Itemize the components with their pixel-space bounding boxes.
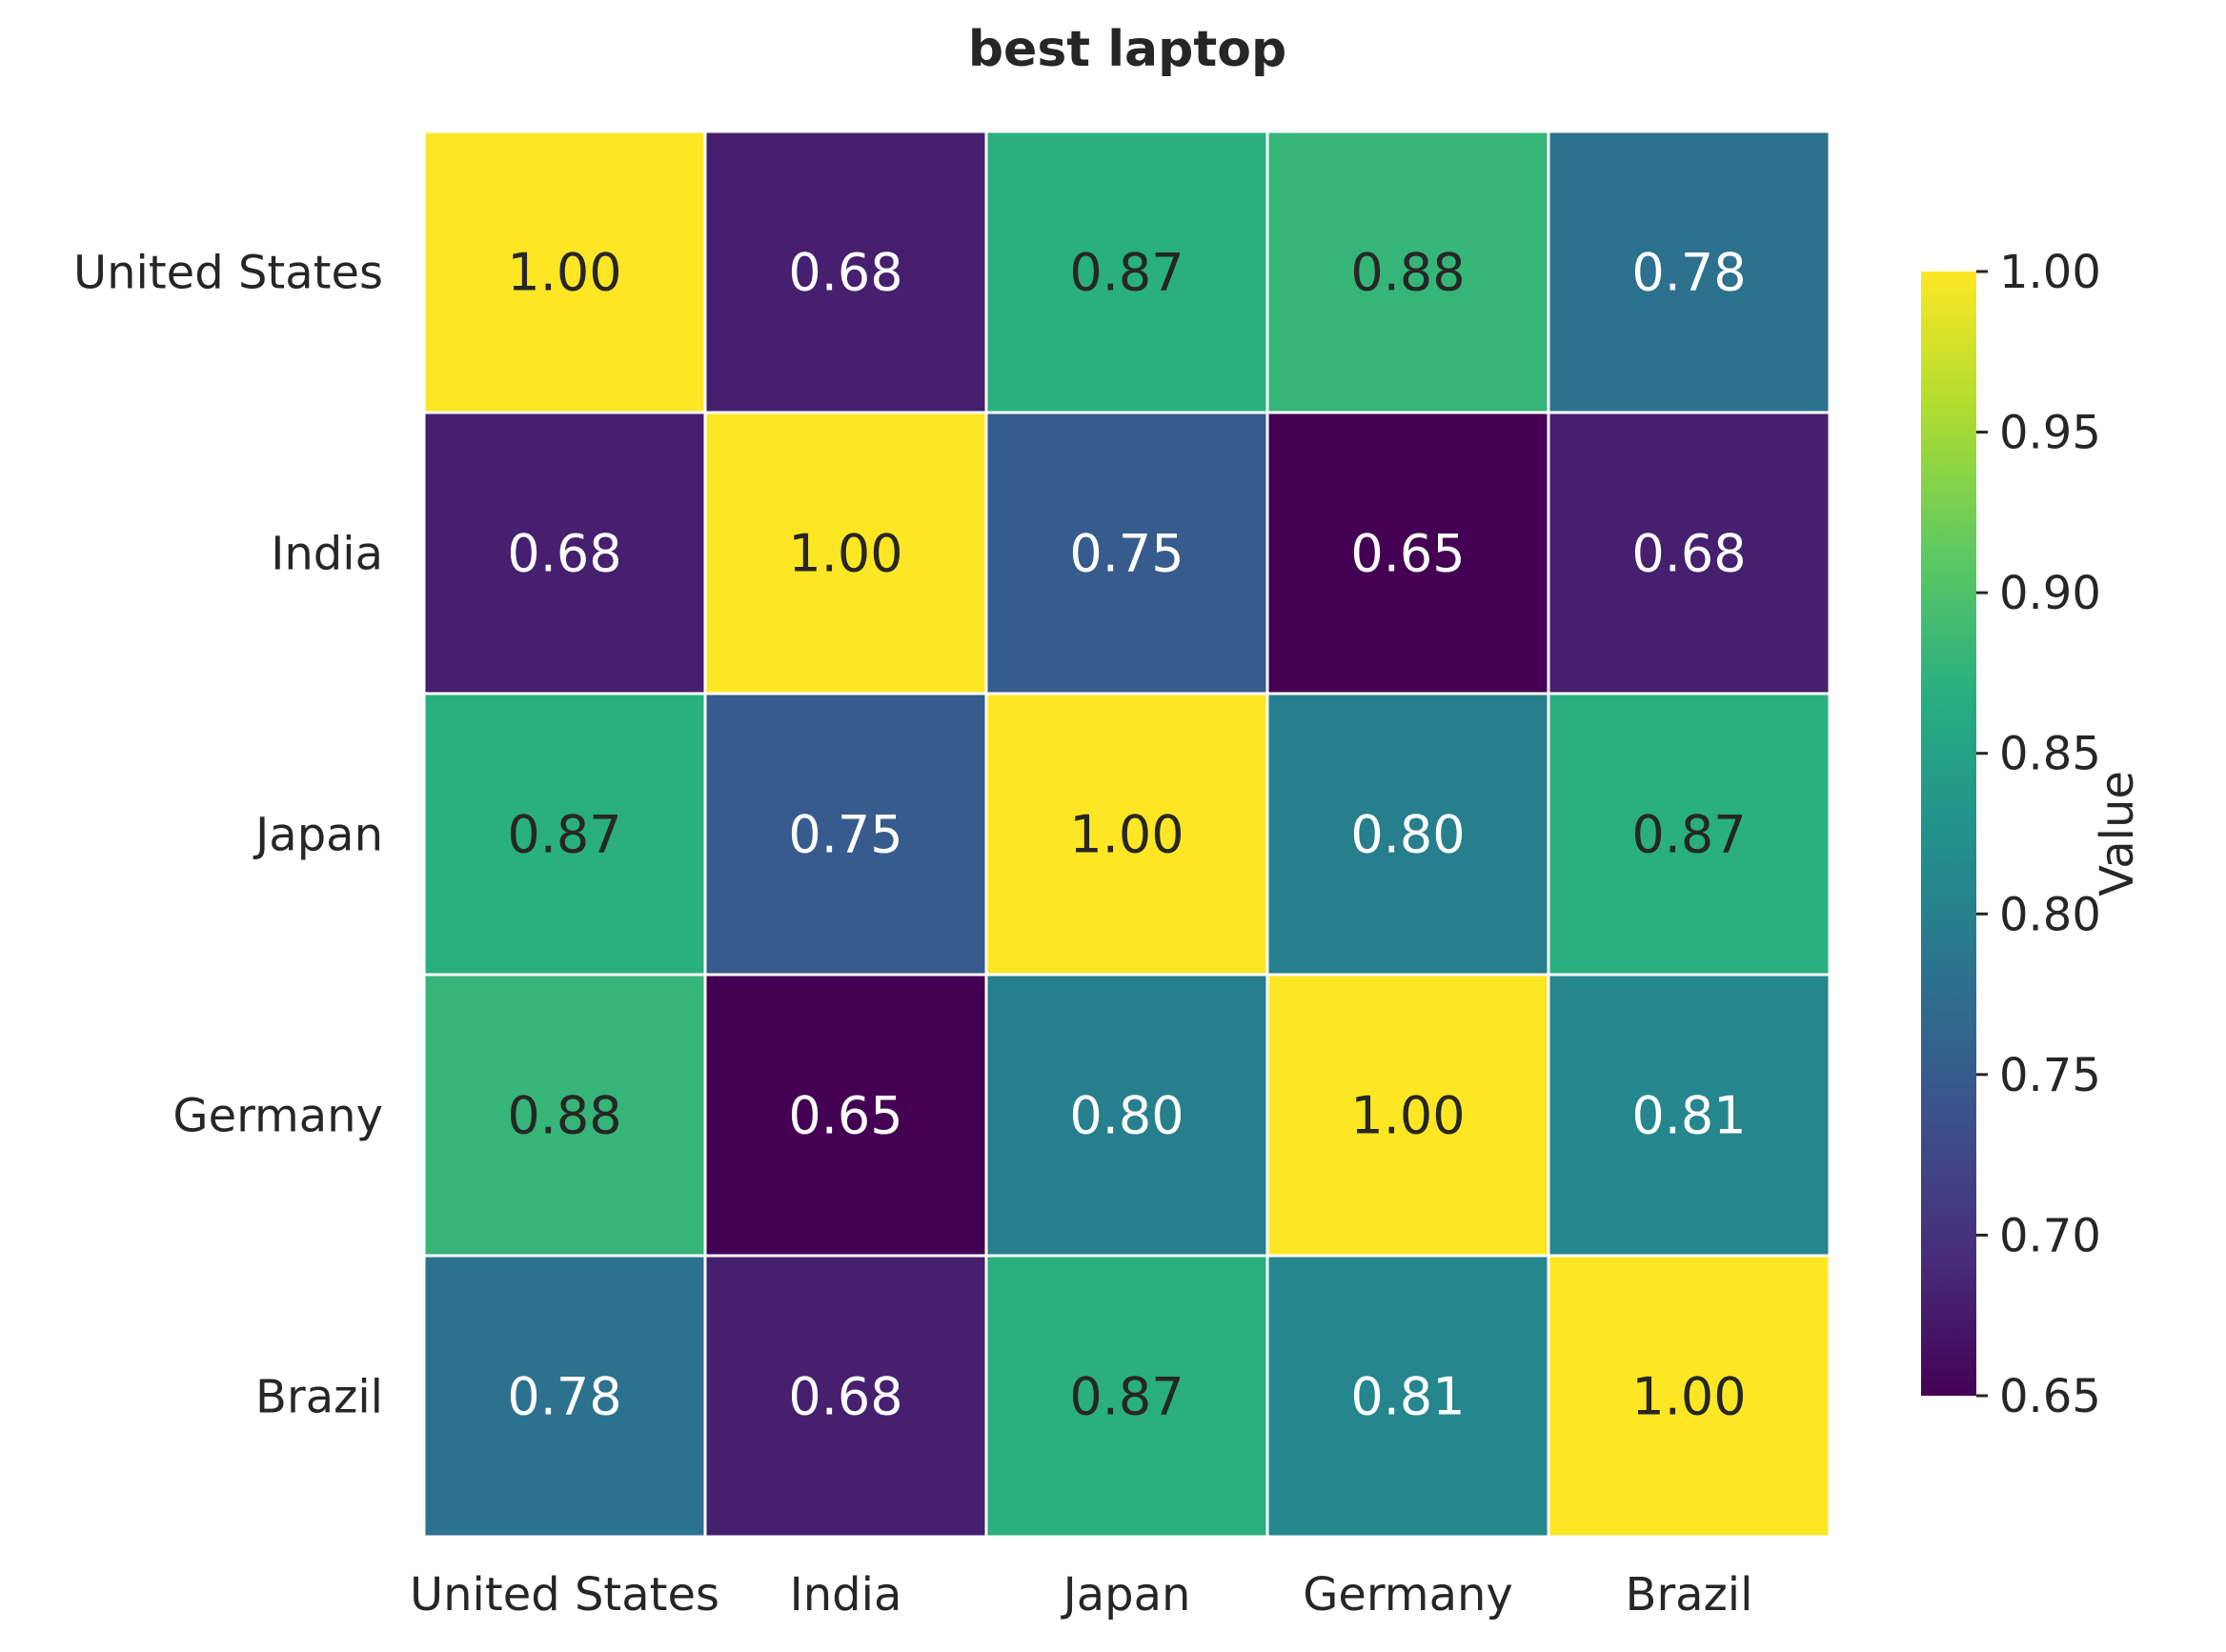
heatmap-cell-brazil-japan [984,1254,1269,1539]
cell-value-label-germany-brazil: 0.81 [1631,1086,1746,1146]
colorbar-label: Value [2091,771,2144,897]
heatmap-cell-japan-japan [984,692,1269,977]
row-label-brazil: Brazil [255,1371,383,1424]
chart-title: best laptop [968,21,1286,78]
heatmap-cell-germany-brazil [1547,973,1831,1258]
row-label-india: India [271,528,383,581]
heatmap-cell-japan-india [703,692,988,977]
heatmap-cell-united-states-brazil [1547,130,1831,414]
cell-value-label-japan-japan: 1.00 [1069,805,1184,865]
cell-value-label-brazil-india: 0.68 [788,1367,902,1427]
colorbar-tick-label-0-70: 0.70 [1999,1209,2101,1262]
heatmap-cell-germany-united-states [422,973,707,1258]
heatmap-cell-india-japan [984,411,1269,695]
cell-value-label-brazil-brazil: 1.00 [1631,1367,1746,1427]
cell-value-label-brazil-japan: 0.87 [1069,1367,1184,1427]
heatmap-cell-united-states-japan [984,130,1269,414]
heatmap-cell-india-brazil [1547,411,1831,695]
cell-value-label-united-states-brazil: 0.78 [1631,243,1746,303]
column-label-india: India [790,1568,902,1622]
heatmap-cell-brazil-united-states [422,1254,707,1539]
colorbar-tick-label-0-90: 0.90 [1999,567,2101,620]
cell-value-label-japan-united-states: 0.87 [507,805,621,865]
column-label-united-states: United States [410,1568,719,1622]
colorbar-tick-label-0-80: 0.80 [1999,888,2101,941]
cell-value-label-india-germany: 0.65 [1350,524,1465,584]
colorbar-tick-label-0-65: 0.65 [1999,1370,2101,1423]
cell-value-label-japan-germany: 0.80 [1350,805,1465,865]
colorbar-ticks: 0.65 0.70 0.75 0.80 0.85 0.90 0.95 1.00 [1976,246,2101,1423]
cell-value-label-japan-india: 0.75 [788,805,902,865]
cell-value-label-india-brazil: 0.68 [1631,524,1746,584]
column-label-brazil: Brazil [1626,1568,1753,1622]
row-labels: United States India Japan Germany Brazil [73,247,383,1424]
cell-value-label-germany-germany: 1.00 [1350,1086,1465,1146]
cell-value-label-india-india: 1.00 [788,524,902,584]
cell-value-label-india-united-states: 0.68 [507,524,621,584]
heatmap-cell-brazil-india [703,1254,988,1539]
cell-value-label-brazil-germany: 0.81 [1350,1367,1465,1427]
heatmap-cells [422,130,1831,1539]
colorbar-tick-label-0-75: 0.75 [1999,1049,2101,1102]
cell-value-label-germany-india: 0.65 [788,1086,902,1146]
cell-value-label-united-states-japan: 0.87 [1069,243,1184,303]
cell-value-label-united-states-india: 0.68 [788,243,902,303]
heatmap-cell-india-united-states [422,411,707,695]
column-label-germany: Germany [1303,1568,1513,1622]
row-label-japan: Japan [253,809,383,862]
column-label-japan: Japan [1061,1568,1191,1622]
colorbar-tick-label-0-95: 0.95 [1999,407,2101,460]
colorbar [1921,272,1976,1396]
cell-value-label-japan-brazil: 0.87 [1631,805,1746,865]
heatmap-cell-germany-japan [984,973,1269,1258]
cell-value-labels: 1.00 0.68 0.87 0.88 0.78 0.68 1.00 0.75 0.65 0.68… [507,243,1746,1427]
heatmap-cell-brazil-brazil [1547,1254,1831,1539]
heatmap-cell-united-states-india [703,130,988,414]
row-label-united-states: United States [73,247,383,300]
cell-value-label-india-japan: 0.75 [1069,524,1184,584]
cell-value-label-united-states-united-states: 1.00 [507,243,621,303]
heatmap-cell-japan-brazil [1547,692,1831,977]
cell-value-label-brazil-united-states: 0.78 [507,1367,621,1427]
row-label-germany: Germany [172,1090,383,1143]
heatmap-cell-united-states-germany [1265,130,1550,414]
heatmap-cell-germany-germany [1265,973,1550,1258]
heatmap-cell-united-states-united-states [422,130,707,414]
colorbar-tick-label-1-00: 1.00 [1999,246,2101,299]
colorbar-tick-label-0-85: 0.85 [1999,728,2101,781]
cell-value-label-germany-japan: 0.80 [1069,1086,1184,1146]
cell-value-label-united-states-germany: 0.88 [1350,243,1465,303]
heatmap-cell-japan-germany [1265,692,1550,977]
column-labels: United States India Japan Germany Brazil [410,1568,1752,1622]
cell-value-label-germany-united-states: 0.88 [507,1086,621,1146]
heatmap-cell-germany-india [703,973,988,1258]
colorbar-gradient [1921,272,1976,1396]
